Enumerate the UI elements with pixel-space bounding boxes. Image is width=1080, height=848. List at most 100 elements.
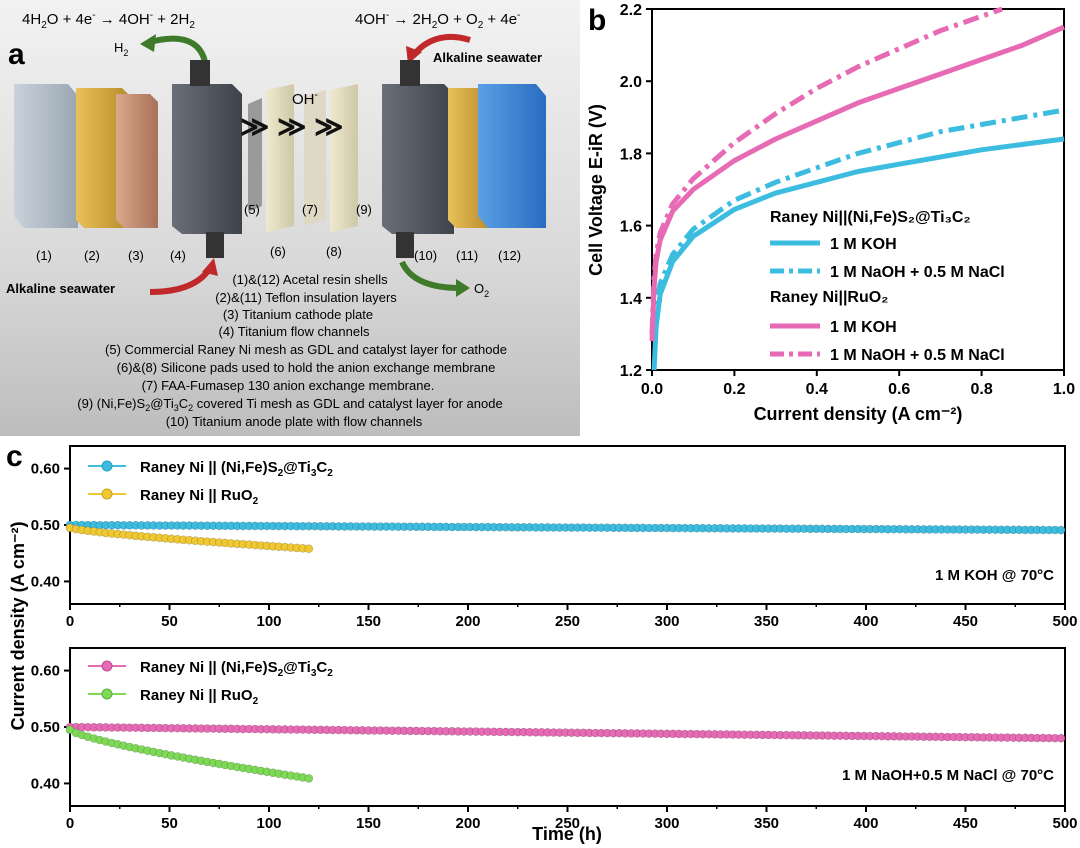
- legend-c-bot-entry-2: Raney Ni || RuO2: [140, 687, 259, 707]
- b-ylabel: Cell Voltage E-iR (V): [586, 104, 606, 276]
- c-top-annotation: 1 M KOH @ 70°C: [935, 567, 1054, 584]
- c-data-point: [304, 774, 314, 783]
- fitting-bottom-right: [396, 232, 414, 258]
- legend-c-top-marker-1: [101, 460, 113, 472]
- electrolyzer-schematic: 4H2O + 4e- → 4OH- + 2H2 4OH- → 2H2O + O2…: [6, 10, 546, 429]
- num-8: (8): [326, 244, 342, 259]
- c-xtick-label: 200: [455, 613, 480, 630]
- legend-line-3: (3) Titanium cathode plate: [223, 307, 373, 322]
- b-ytick-label: 1.2: [620, 363, 642, 380]
- legend-group-1-title: Raney Ni||(Ni,Fe)S₂@Ti₃C₂: [770, 209, 971, 226]
- c-xtick-label: 500: [1052, 815, 1077, 832]
- ion-flow-chevrons: ≫ ≫ ≫: [240, 111, 344, 142]
- c-xtick-label: 300: [654, 613, 679, 630]
- b-xtick-label: 0.4: [806, 381, 828, 398]
- legend-entry-3: 1 M KOH: [830, 319, 897, 336]
- legend-c-top-marker-2: [101, 488, 113, 500]
- b-xtick-label: 1.0: [1053, 381, 1075, 398]
- c-xtick-label: 150: [356, 613, 381, 630]
- c-ytick-label: 0.60: [31, 461, 60, 478]
- c-data-point: [304, 544, 314, 553]
- c-xtick-label: 350: [754, 815, 779, 832]
- b-xlabel: Current density (A cm⁻²): [754, 404, 963, 424]
- c-xtick-label: 200: [455, 815, 480, 832]
- fitting-top-right: [400, 60, 420, 86]
- num-7: (7): [302, 202, 318, 217]
- legend-c-bottom: Raney Ni || (Ni,Fe)S2@Ti3C2 Raney Ni || …: [88, 659, 333, 707]
- c-ytick-label: 0.40: [31, 573, 60, 590]
- h2-arrowhead: [140, 34, 156, 52]
- c-data-point: [1056, 733, 1066, 743]
- legend-b: Raney Ni||(Ni,Fe)S₂@Ti₃C₂ 1 M KOH 1 M Na…: [770, 209, 1005, 364]
- component-legend: (1)&(12) Acetal resin shells (2)&(11) Te…: [77, 272, 507, 429]
- legend-line-9: (10) Titanium anode plate with flow chan…: [166, 414, 423, 429]
- plate-6-silicone: [266, 84, 294, 232]
- o2-label: O2: [474, 281, 489, 299]
- legend-entry-4: 1 M NaOH + 0.5 M NaCl: [830, 347, 1005, 364]
- legend-line-7: (7) FAA-Fumasep 130 anion exchange membr…: [142, 378, 435, 393]
- plot-frame-b: [651, 8, 1065, 371]
- num-11: (11): [456, 248, 478, 263]
- plate-1-acetal-shell: [14, 84, 78, 228]
- c-xtick-label: 150: [356, 815, 381, 832]
- c-ylabel: Current density (A cm⁻²): [8, 522, 28, 731]
- seawater-inlet-arrow-bottom: [149, 266, 213, 295]
- anode-equation: 4OH- → 2H2O + O2 + 4e-: [355, 10, 520, 31]
- o2-arrowhead: [456, 279, 470, 297]
- h2-outlet-arrow: [149, 35, 208, 63]
- c-ytick-label: 0.50: [31, 517, 60, 534]
- b-ytick-label: 1.4: [620, 291, 642, 308]
- legend-line-1: (1)&(12) Acetal resin shells: [232, 272, 388, 287]
- c-xtick-label: 100: [256, 815, 281, 832]
- legend-line-4: (4) Titanium flow channels: [218, 324, 370, 339]
- num-2: (2): [84, 248, 100, 263]
- legend-c-bot-entry-1: Raney Ni || (Ni,Fe)S2@Ti3C2: [140, 659, 333, 679]
- b-series-line-2: [651, 107, 1065, 327]
- b-xtick-label: 0.2: [723, 381, 745, 398]
- stability-top-plot: 0 50 100 150 200 250 300 350 400 450 500 0.40 0.50 0.…: [31, 461, 1078, 630]
- b-series-line-4: [649, 6, 1004, 334]
- panel-b-polarization-chart: b 0.0 0.2 0.4 0.6 0.8 1.0 1.2 1.4 1.6 1.8 2.0 2.2 C…: [586, 2, 1075, 424]
- c-xtick-label: 350: [754, 613, 779, 630]
- hydroxide-label: OH-: [292, 90, 318, 108]
- h2-label: H2: [114, 40, 128, 58]
- plate-3-ti-cathode: [116, 94, 158, 228]
- plate-12-acetal-shell: [478, 84, 546, 228]
- b-ytick-label: 1.6: [620, 219, 642, 236]
- b-xtick-label: 0.8: [970, 381, 992, 398]
- legend-line-6: (6)&(8) Silicone pads used to hold the a…: [117, 360, 496, 375]
- c-xtick-label: 50: [161, 613, 178, 630]
- cathode-equation: 4H2O + 4e- → 4OH- + 2H2: [22, 10, 195, 31]
- num-4: (4): [170, 248, 186, 263]
- c-xtick-label: 0: [66, 815, 74, 832]
- c-xtick-label: 300: [654, 815, 679, 832]
- panel-b-label: b: [588, 4, 606, 37]
- seawater-top-label: Alkaline seawater: [433, 50, 542, 65]
- legend-line-5: (5) Commercial Raney Ni mesh as GDL and …: [105, 342, 507, 357]
- num-6: (6): [270, 244, 286, 259]
- legend-entry-1: 1 M KOH: [830, 236, 897, 253]
- legend-c-bot-marker-1: [101, 660, 113, 672]
- c-ytick-label: 0.40: [31, 775, 60, 792]
- legend-line-2: (2)&(11) Teflon insulation layers: [215, 290, 397, 305]
- axis-ticks-b: 0.0 0.2 0.4 0.6 0.8 1.0 1.2 1.4 1.6 1.8 2.0 2.2: [620, 2, 1075, 398]
- stability-bottom-plot: 0 50 100 150 200 250 300 350 400 450 500 0.40 0.50 0.…: [31, 663, 1078, 832]
- num-5: (5): [244, 202, 260, 217]
- plate-numbers: (1) (2) (3) (4) (5) (6) (7) (8) (9) (10)…: [36, 202, 521, 263]
- legend-line-8: (9) (Ni,Fe)S2@Ti3C2 covered Ti mesh as G…: [77, 396, 502, 413]
- c-xtick-label: 250: [555, 815, 580, 832]
- fitting-bottom-left: [206, 232, 224, 258]
- curves-b: [649, 6, 1066, 371]
- b-xtick-label: 0.6: [888, 381, 910, 398]
- legend-c-top-entry-1: Raney Ni || (Ni,Fe)S2@Ti3C2: [140, 459, 333, 479]
- num-3: (3): [128, 248, 144, 263]
- b-ytick-label: 2.0: [620, 74, 642, 91]
- legend-c-top: Raney Ni || (Ni,Fe)S2@Ti3C2 Raney Ni || …: [88, 459, 333, 507]
- c-xtick-label: 100: [256, 613, 281, 630]
- legend-entry-2: 1 M NaOH + 0.5 M NaCl: [830, 264, 1005, 281]
- legend-group-2-title: Raney Ni||RuO₂: [770, 289, 888, 306]
- c-ytick-label: 0.60: [31, 663, 60, 680]
- panel-c-label: c: [6, 440, 23, 473]
- plate-4-flow-channel: [172, 84, 242, 234]
- c-ytick-label: 0.50: [31, 719, 60, 736]
